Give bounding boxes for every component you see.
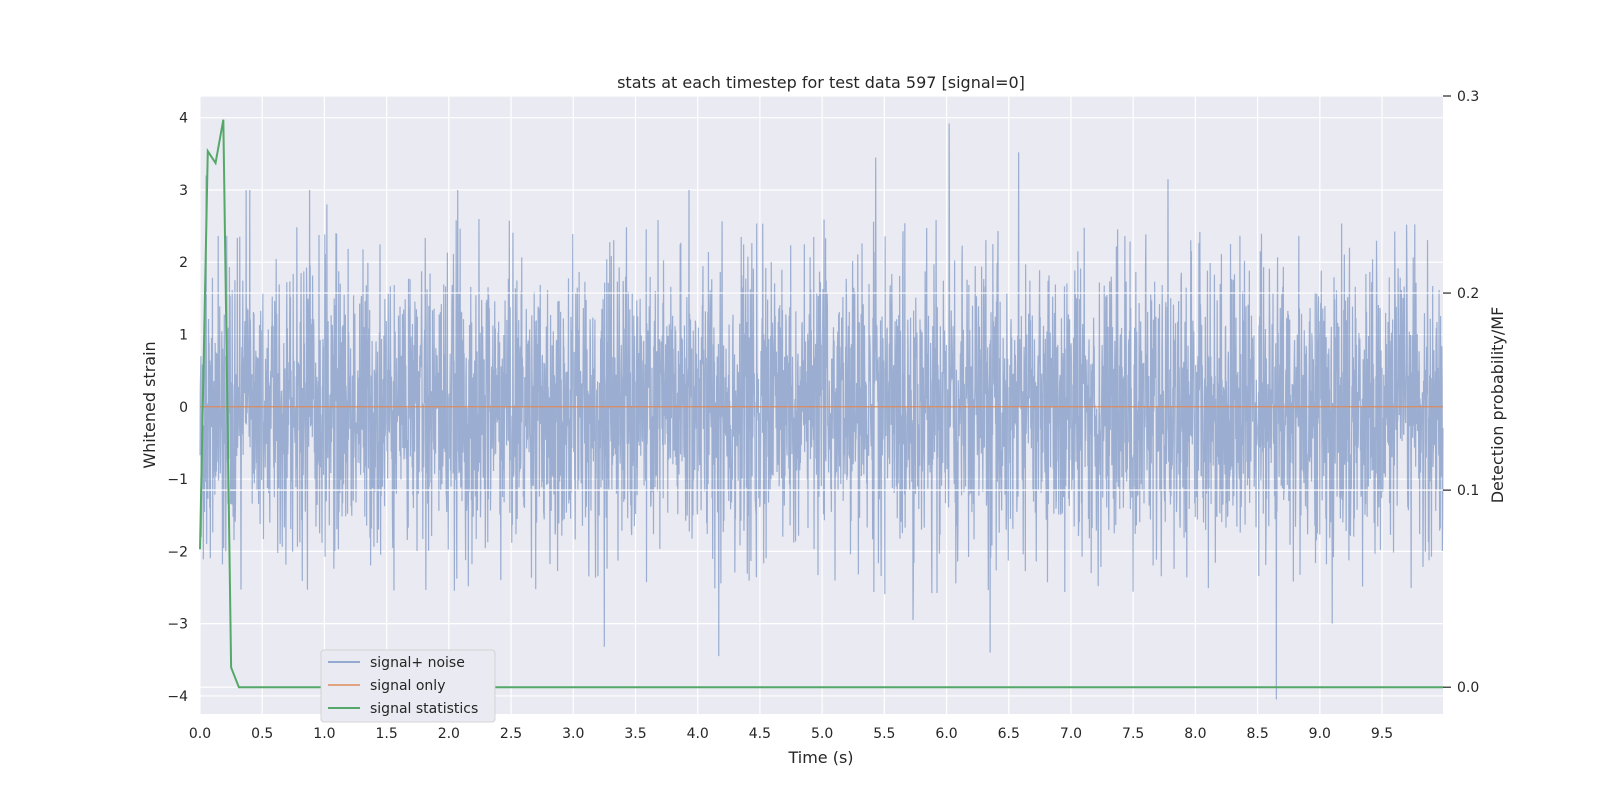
chart-title: stats at each timestep for test data 597…: [617, 73, 1025, 92]
x-tick-label: 9.5: [1371, 726, 1393, 742]
y2-tick-label: 0.3: [1457, 89, 1479, 105]
y-tick-label: 2: [179, 255, 188, 271]
x-tick-label: 8.0: [1184, 726, 1206, 742]
y-tick-label: 0: [179, 400, 188, 416]
x-tick-label: 2.5: [500, 726, 522, 742]
x-tick-label: 2.0: [438, 726, 460, 742]
series-signal-statistics: [199, 119, 1443, 689]
x-tick-label: 7.0: [1060, 726, 1082, 742]
y-tick-label: 3: [179, 183, 188, 199]
x-tick-label: 7.5: [1122, 726, 1144, 742]
x-tick-label: 3.5: [624, 726, 646, 742]
legend-label-signal-only: signal only: [370, 678, 445, 694]
y-tick-label: 4: [179, 111, 188, 127]
y2-tick-label: 0.1: [1457, 483, 1479, 499]
x-tick-label: 3.0: [562, 726, 584, 742]
x-tick-label: 5.5: [873, 726, 895, 742]
x-tick-label: 1.5: [376, 726, 398, 742]
y-tick-label: −2: [167, 544, 188, 560]
y-tick-label: −3: [167, 617, 188, 633]
y2-tick-label: 0.2: [1457, 286, 1479, 302]
y2-tick-label: 0.0: [1457, 680, 1479, 696]
y-axis-ticks: 4 3 2 1 0 −1 −2 −3 −4: [167, 111, 188, 705]
x-tick-label: 6.0: [935, 726, 957, 742]
y2-axis-label: Detection probability/MF: [1488, 307, 1507, 504]
signal-noise-line: [199, 123, 1444, 700]
x-tick-label: 0.0: [189, 726, 211, 742]
y-tick-label: 1: [179, 328, 188, 344]
x-tick-label: 6.5: [998, 726, 1020, 742]
series-signal-noise: [199, 123, 1444, 700]
x-tick-label: 5.0: [811, 726, 833, 742]
legend-label-signal-noise: signal+ noise: [370, 655, 465, 671]
x-tick-label: 4.0: [687, 726, 709, 742]
x-tick-label: 9.0: [1309, 726, 1331, 742]
y-axis-label: Whitened strain: [140, 341, 159, 468]
x-tick-label: 1.0: [313, 726, 335, 742]
x-tick-label: 4.5: [749, 726, 771, 742]
x-tick-label: 8.5: [1246, 726, 1268, 742]
legend-label-signal-statistics: signal statistics: [370, 701, 478, 717]
x-tick-label: 0.5: [251, 726, 273, 742]
x-axis-ticks: 0.0 0.5 1.0 1.5 2.0 2.5 3.0 3.5 4.0 4.5 5.0 5.5 6.0 6…: [189, 726, 1393, 742]
legend: signal+ noise signal only signal statist…: [320, 649, 496, 723]
legend-box: [320, 649, 496, 723]
y-tick-label: −4: [167, 689, 188, 705]
y-tick-label: −1: [167, 472, 188, 488]
y2-axis-ticks: 0.3 0.2 0.1 0.0: [1443, 89, 1479, 696]
x-axis-label: Time (s): [787, 748, 853, 767]
signal-statistics-line: [199, 119, 1443, 689]
